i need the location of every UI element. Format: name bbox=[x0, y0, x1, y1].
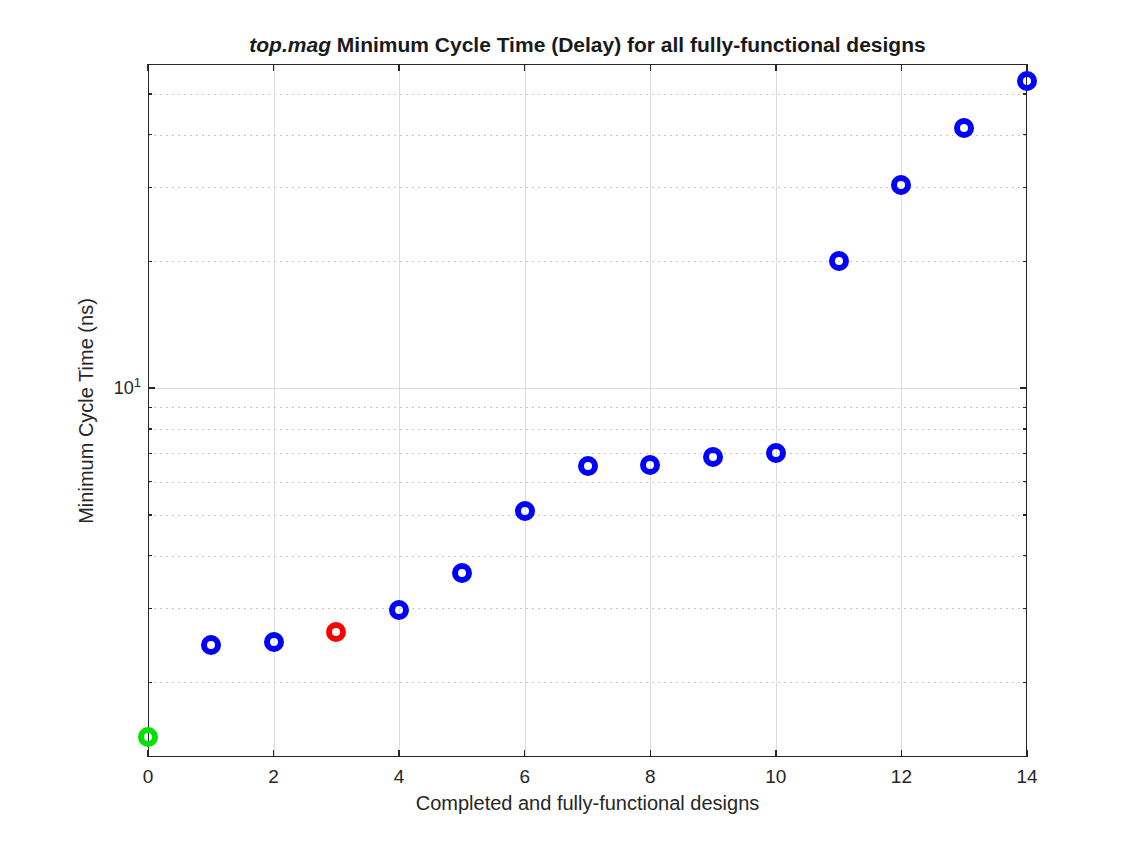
axes-box bbox=[148, 64, 1027, 757]
tick-x-major-bottom bbox=[273, 750, 275, 757]
tick-x-major-bottom bbox=[901, 750, 903, 757]
x-tick-label: 14 bbox=[1016, 766, 1037, 788]
tick-y-right bbox=[1023, 428, 1027, 430]
plot-area bbox=[148, 64, 1027, 757]
tick-y-left bbox=[148, 93, 152, 95]
tick-y-left bbox=[148, 555, 152, 557]
tick-x-major-top bbox=[398, 64, 400, 71]
tick-y-right bbox=[1023, 134, 1027, 136]
tick-y-left bbox=[148, 608, 152, 610]
data-point bbox=[201, 635, 221, 655]
data-point bbox=[578, 456, 598, 476]
tick-x-major-bottom bbox=[1026, 750, 1028, 757]
y-tick-label-exponent: 1 bbox=[134, 375, 141, 390]
tick-y-left bbox=[148, 407, 152, 409]
tick-y-right bbox=[1023, 555, 1027, 557]
data-point bbox=[1017, 71, 1037, 91]
tick-y-left bbox=[148, 453, 152, 455]
chart-title: top.mag Minimum Cycle Time (Delay) for a… bbox=[148, 33, 1027, 57]
data-point bbox=[829, 251, 849, 271]
x-tick-label: 8 bbox=[645, 766, 656, 788]
data-point bbox=[264, 632, 284, 652]
data-point bbox=[326, 622, 346, 642]
tick-y-left bbox=[148, 428, 152, 430]
tick-y-left bbox=[148, 387, 155, 389]
x-tick-label: 0 bbox=[143, 766, 154, 788]
tick-y-right bbox=[1023, 608, 1027, 610]
y-tick-label: 101 bbox=[114, 375, 141, 399]
x-axis-label: Completed and fully-functional designs bbox=[148, 792, 1027, 815]
tick-x-major-top bbox=[524, 64, 526, 71]
tick-x-major-top bbox=[1026, 64, 1028, 71]
chart-title-prefix: top.mag bbox=[249, 33, 331, 56]
tick-y-right bbox=[1023, 261, 1027, 263]
y-axis-label: Minimum Cycle Time (ns) bbox=[75, 298, 98, 524]
data-point bbox=[515, 501, 535, 521]
tick-y-right bbox=[1023, 407, 1027, 409]
tick-x-major-top bbox=[775, 64, 777, 71]
tick-x-major-bottom bbox=[147, 750, 149, 757]
tick-y-left bbox=[148, 514, 152, 516]
tick-y-left bbox=[148, 682, 152, 684]
tick-x-major-top bbox=[901, 64, 903, 71]
tick-y-left bbox=[148, 134, 152, 136]
x-tick-label: 2 bbox=[268, 766, 279, 788]
tick-y-left bbox=[148, 481, 152, 483]
tick-x-major-bottom bbox=[650, 750, 652, 757]
tick-y-left bbox=[148, 261, 152, 263]
data-point bbox=[891, 175, 911, 195]
tick-y-right bbox=[1023, 187, 1027, 189]
x-tick-label: 12 bbox=[891, 766, 912, 788]
data-point bbox=[766, 443, 786, 463]
tick-x-major-bottom bbox=[524, 750, 526, 757]
tick-x-major-bottom bbox=[775, 750, 777, 757]
data-point bbox=[954, 118, 974, 138]
tick-y-right bbox=[1020, 387, 1027, 389]
data-point bbox=[452, 563, 472, 583]
tick-x-major-top bbox=[273, 64, 275, 71]
figure: top.mag Minimum Cycle Time (Delay) for a… bbox=[0, 0, 1135, 851]
data-point bbox=[703, 447, 723, 467]
tick-y-right bbox=[1023, 682, 1027, 684]
data-point bbox=[138, 727, 158, 747]
tick-y-right bbox=[1023, 93, 1027, 95]
tick-y-left bbox=[148, 187, 152, 189]
x-tick-label: 10 bbox=[765, 766, 786, 788]
tick-y-right bbox=[1023, 514, 1027, 516]
tick-x-major-bottom bbox=[398, 750, 400, 757]
y-tick-label-base: 10 bbox=[114, 378, 134, 398]
tick-x-major-top bbox=[147, 64, 149, 71]
x-tick-label: 4 bbox=[394, 766, 405, 788]
data-point bbox=[640, 455, 660, 475]
data-point bbox=[389, 600, 409, 620]
tick-x-major-top bbox=[650, 64, 652, 71]
x-tick-label: 6 bbox=[519, 766, 530, 788]
tick-y-right bbox=[1023, 481, 1027, 483]
tick-y-right bbox=[1023, 453, 1027, 455]
chart-title-rest: Minimum Cycle Time (Delay) for all fully… bbox=[331, 33, 926, 56]
